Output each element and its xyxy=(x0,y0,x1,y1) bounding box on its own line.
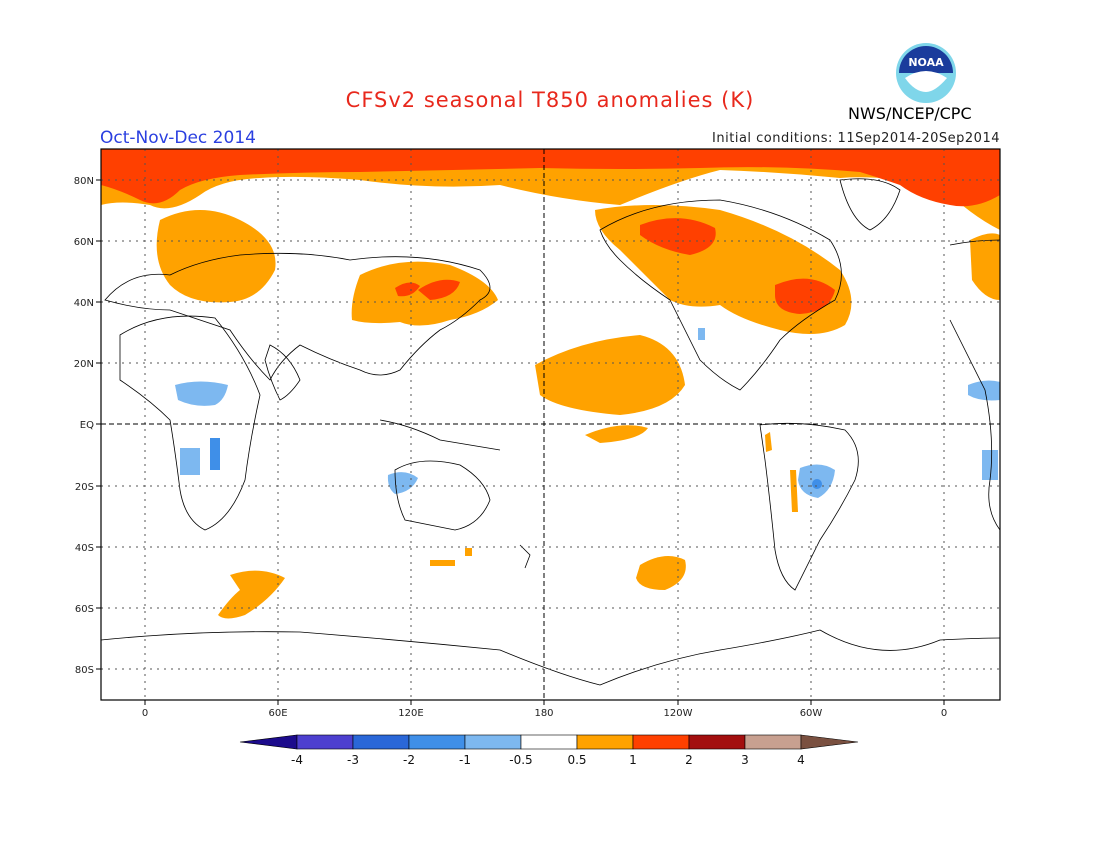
lon-label: 180 xyxy=(534,708,553,719)
season-label: Oct-Nov-Dec 2014 xyxy=(100,128,256,148)
colorbar-label: 2 xyxy=(685,753,693,767)
latitude-labels: 80N 60N 40N 20N EQ 20S 40S 60S 80S xyxy=(74,176,94,676)
lon-label: 60W xyxy=(800,708,823,719)
lat-label: 60S xyxy=(75,604,94,615)
colorbar-label: 3 xyxy=(741,753,749,767)
lon-label: 60E xyxy=(268,708,287,719)
noaa-logo: NOAA xyxy=(896,43,956,103)
colorbar-arrow-high xyxy=(800,734,859,750)
colorbar-label: 1 xyxy=(629,753,637,767)
noaa-logo-text: NOAA xyxy=(908,56,944,69)
colorbar-label: -2 xyxy=(403,753,415,767)
map-title: CFSv2 seasonal T850 anomalies (K) xyxy=(345,88,755,112)
colorbar-label: -1 xyxy=(459,753,471,767)
lon-label: 0 xyxy=(941,708,947,719)
colorbar-arrow-low xyxy=(239,734,298,750)
colorbar-box xyxy=(464,734,522,750)
lat-label: 40N xyxy=(74,298,94,309)
lon-label: 0 xyxy=(142,708,148,719)
colorbar-box xyxy=(520,734,578,750)
colorbar-label: -3 xyxy=(347,753,359,767)
colorbar-boxes xyxy=(239,734,859,750)
colorbar-box xyxy=(408,734,466,750)
coastlines xyxy=(101,178,1000,686)
lon-label: 120W xyxy=(664,708,693,719)
colorbar-box xyxy=(296,734,354,750)
colorbar-labels: -4 -3 -2 -1 -0.5 0.5 1 2 3 4 xyxy=(291,753,805,767)
colorbar-label: 0.5 xyxy=(567,753,586,767)
colorbar-label: -4 xyxy=(291,753,303,767)
lat-label: 80N xyxy=(74,176,94,187)
lat-label: 20N xyxy=(74,359,94,370)
agency-label: NWS/NCEP/CPC xyxy=(848,104,972,123)
colorbar-box xyxy=(352,734,410,750)
lat-label: 40S xyxy=(75,543,94,554)
colorbar-box xyxy=(576,734,634,750)
initial-conditions-label: Initial conditions: 11Sep2014-20Sep2014 xyxy=(712,131,1000,146)
colorbar-box xyxy=(688,734,746,750)
colorbar-label: -0.5 xyxy=(509,753,532,767)
lat-label: 20S xyxy=(75,482,94,493)
axis-ticks xyxy=(96,179,945,705)
equator-dateline xyxy=(101,149,1000,700)
lon-label: 120E xyxy=(398,708,423,719)
colorbar-box xyxy=(632,734,690,750)
gridlines xyxy=(101,149,1000,700)
colorbar-label: 4 xyxy=(797,753,805,767)
lat-label: 80S xyxy=(75,665,94,676)
longitude-labels: 0 60E 120E 180 120W 60W 0 xyxy=(142,708,947,719)
colorbar-box xyxy=(744,734,802,750)
lat-label: 60N xyxy=(74,237,94,248)
lat-label: EQ xyxy=(80,420,94,431)
